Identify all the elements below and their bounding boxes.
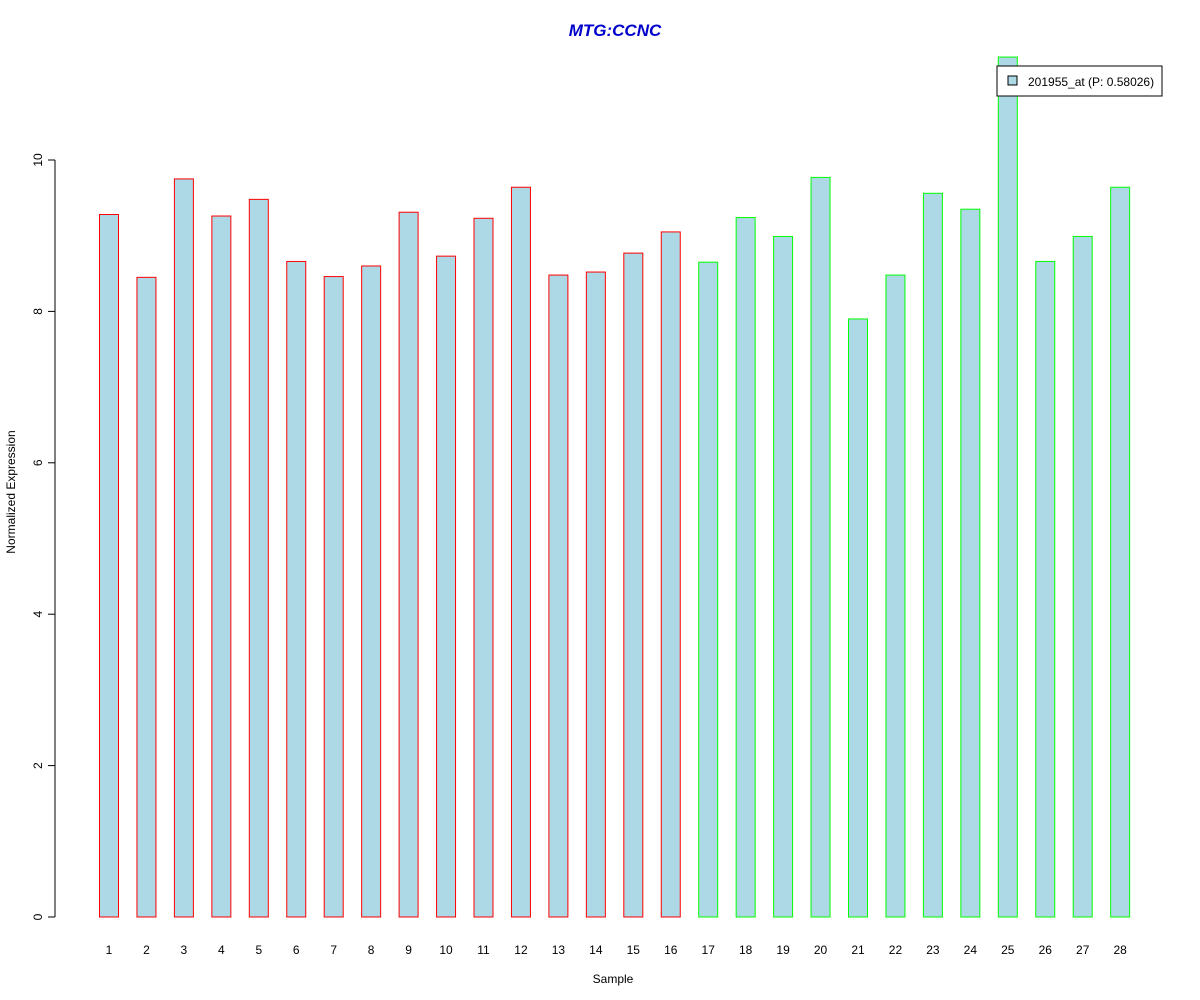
bar-sample-19 [773, 235, 794, 918]
y-tick-label: 0 [31, 913, 45, 920]
bar-sample-16 [660, 231, 681, 918]
bar-sample-1 [99, 214, 119, 918]
x-tick-label: 15 [627, 943, 641, 957]
x-tick-label: 25 [1001, 943, 1015, 957]
bar-sample-22 [885, 274, 906, 918]
y-axis-label: Normalized Expression [4, 430, 18, 553]
x-tick-label: 11 [477, 943, 490, 957]
y-axis: 0 2 4 6 8 10 [31, 153, 56, 920]
bar-sample-25 [997, 56, 1018, 918]
bar-sample-11 [473, 217, 494, 918]
bar-sample-18 [735, 217, 756, 918]
bar-sample-28 [1110, 186, 1131, 918]
bar-sample-2 [136, 276, 157, 918]
x-tick-label: 17 [702, 943, 716, 957]
x-tick-label: 19 [776, 943, 790, 957]
y-tick-label: 8 [31, 308, 45, 315]
x-tick-label: 7 [330, 943, 337, 957]
legend-swatch [1007, 75, 1018, 86]
x-tick-label: 9 [405, 943, 412, 957]
bar-sample-17 [698, 261, 719, 918]
y-tick-label: 4 [31, 611, 45, 618]
x-tick-label: 21 [851, 943, 865, 957]
x-tick-label: 24 [964, 943, 978, 957]
x-tick-labels: 1 2 3 4 5 6 7 8 9 10 11 12 13 14 15 16 17 18 19 20 21 22 23 24 2… [106, 943, 1127, 957]
x-tick-label: 22 [889, 943, 903, 957]
legend-box [996, 65, 1163, 97]
bar-sample-23 [922, 192, 943, 918]
x-tick-label: 10 [439, 943, 453, 957]
legend-entry: 201955_at (P: 0.58026) [1028, 75, 1154, 89]
bar-sample-8 [361, 265, 382, 918]
x-tick-label: 3 [181, 943, 188, 957]
legend: 201955_at (P: 0.58026) [996, 65, 1163, 97]
bar-sample-4 [211, 215, 232, 918]
x-tick-label: 4 [218, 943, 225, 957]
bars-group [99, 56, 1131, 918]
bar-sample-27 [1072, 235, 1093, 918]
bar-sample-9 [398, 211, 419, 918]
x-tick-label: 20 [814, 943, 828, 957]
x-tick-label: 6 [293, 943, 300, 957]
bar-sample-21 [848, 318, 868, 918]
chart-title: MTG:CCNC [569, 21, 662, 40]
bar-sample-24 [960, 208, 981, 918]
x-tick-label: 28 [1113, 943, 1127, 957]
x-tick-label: 23 [926, 943, 940, 957]
x-tick-label: 2 [143, 943, 150, 957]
bar-sample-20 [810, 176, 831, 918]
x-tick-label: 14 [589, 943, 603, 957]
bar-sample-3 [173, 178, 194, 918]
x-tick-label: 26 [1039, 943, 1053, 957]
bar-sample-26 [1035, 260, 1056, 918]
x-tick-label: 27 [1076, 943, 1090, 957]
bar-sample-15 [623, 252, 644, 918]
x-tick-label: 12 [514, 943, 528, 957]
bar-sample-13 [548, 274, 569, 918]
bar-sample-6 [286, 260, 307, 918]
bar-sample-7 [323, 276, 344, 918]
y-tick-label: 6 [31, 459, 45, 466]
bar-sample-12 [510, 186, 531, 918]
x-tick-label: 16 [664, 943, 678, 957]
bar-sample-10 [436, 255, 457, 918]
y-tick-label: 2 [31, 762, 45, 769]
x-axis-label: Sample [593, 972, 634, 986]
bar-sample-14 [585, 271, 606, 918]
x-tick-label: 13 [552, 943, 566, 957]
x-tick-label: 5 [255, 943, 262, 957]
x-tick-label: 18 [739, 943, 753, 957]
y-tick-label: 10 [31, 153, 45, 167]
x-tick-label: 1 [106, 943, 113, 957]
bar-sample-5 [248, 198, 269, 918]
x-tick-label: 8 [368, 943, 375, 957]
